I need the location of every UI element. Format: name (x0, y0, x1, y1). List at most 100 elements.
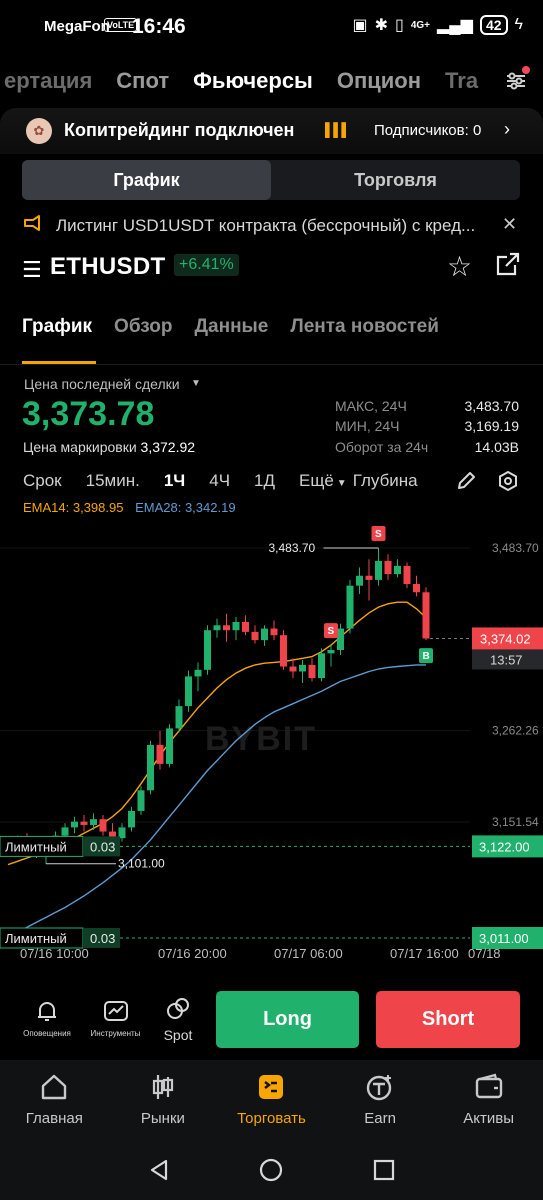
depth-toggle[interactable]: Глубина (352, 471, 418, 490)
nav-earn-label: Earn (364, 1110, 396, 1127)
tab-spot[interactable]: Спот (116, 68, 170, 93)
candle-body (346, 585, 354, 629)
external-link-icon[interactable] (495, 251, 521, 284)
candle-body (308, 664, 316, 679)
caret-down-icon: ▼ (336, 478, 347, 489)
interval-15m[interactable]: 15мин. (85, 471, 140, 490)
copytrade-icon: ✿ (26, 118, 52, 144)
caret-down-icon[interactable]: ▼ (191, 378, 201, 389)
bars-icon: ▌▌▌ (325, 122, 351, 137)
tab-derivatives[interactable]: ертация (4, 68, 93, 93)
x-tick-label: 07/16 10:00 (20, 946, 89, 961)
candle-body (147, 744, 154, 791)
order-price-tag: 3,122.00 (479, 839, 530, 854)
menu-icon[interactable]: ☰ (22, 257, 42, 282)
nav-markets[interactable]: Рынки (109, 1060, 218, 1140)
interval-4h[interactable]: 4Ч (209, 471, 231, 490)
candle-body (403, 565, 411, 585)
order-price-tag-bg (472, 927, 543, 949)
ema28-line (7, 664, 426, 938)
alerts-label: Оповещения (23, 1029, 71, 1038)
symbol-name[interactable]: ETHUSDT (50, 253, 166, 280)
announcement-bar[interactable]: Листинг USD1USDT контракта (бессрочный) … (0, 208, 543, 244)
status-bar: MegaFon VoLTE 16:46 ▣ ✱ ▯ 4G+ ▂▄▆ 42 ϟ (0, 0, 543, 56)
segment-chart[interactable]: График (22, 160, 271, 200)
candle-body (384, 560, 392, 575)
trade-icon (256, 1072, 286, 1106)
nfc-icon: ▣ (352, 17, 368, 34)
candle-body (213, 625, 221, 631)
last-price-label[interactable]: Цена последней сделки (24, 376, 180, 392)
tab-chart[interactable]: График (22, 316, 93, 337)
interval-term[interactable]: Срок (23, 471, 62, 490)
high-marker-label: 3,483.70 (269, 541, 316, 555)
subscribers-count: Подписчиков: 0 (374, 122, 482, 139)
candle-body (232, 621, 240, 631)
tab-overview[interactable]: Обзор (114, 316, 173, 337)
system-icons: ▣ ✱ ▯ 4G+ ▂▄▆ 42 ϟ (352, 15, 523, 35)
close-icon[interactable]: ✕ (502, 214, 518, 234)
notification-dot (522, 66, 530, 74)
nav-earn[interactable]: Earn (326, 1060, 435, 1140)
settings-hexagon-icon[interactable] (497, 470, 519, 497)
turnover-value: 14.03B (474, 439, 519, 455)
ema-legend: EMA14: 3,398.95 EMA28: 3,342.19 (23, 500, 236, 515)
order-label: Лимитный (5, 839, 67, 854)
candle-body (128, 810, 135, 828)
order-label: Лимитный (5, 931, 67, 946)
tab-data[interactable]: Данные (194, 316, 269, 337)
home-circle-icon[interactable] (259, 1158, 283, 1187)
product-tabs: ертация Спот Фьючерсы Опцион Tra (0, 60, 543, 102)
alerts-button[interactable]: Оповещения (22, 998, 72, 1038)
candle-body (109, 831, 116, 839)
wallet-icon (474, 1072, 504, 1106)
nav-assets-label: Активы (463, 1110, 515, 1127)
nav-assets[interactable]: Активы (434, 1060, 543, 1140)
settings-sliders-icon[interactable] (499, 64, 533, 98)
back-icon[interactable] (147, 1158, 171, 1187)
tab-tradfi[interactable]: Tra (445, 68, 479, 93)
mark-price: 3,372.92 (140, 439, 196, 455)
candle-body (137, 790, 145, 811)
signal-icon: ▂▄▆ (437, 17, 473, 34)
candle-body (194, 669, 202, 677)
interval-more[interactable]: Ещё ▼ (299, 471, 347, 491)
candle-body (61, 827, 69, 836)
spot-button[interactable]: Spot (156, 996, 200, 1043)
earn-icon (365, 1072, 395, 1106)
megaphone-icon (23, 214, 43, 237)
pencil-icon[interactable] (455, 470, 477, 497)
interval-1h[interactable]: 1Ч (163, 471, 186, 490)
recents-icon[interactable] (373, 1159, 395, 1186)
change-badge: +6.41% (174, 254, 239, 276)
interval-1d[interactable]: 1Д (254, 471, 276, 490)
vibrate-icon: ▯ (395, 17, 404, 34)
long-button[interactable]: Long (216, 991, 359, 1048)
tab-futures[interactable]: Фьючерсы (193, 68, 313, 93)
candle-body (71, 821, 78, 828)
order-qty-box (83, 836, 120, 857)
copytrade-banner[interactable]: ✿ Копитрейдинг подключен ▌▌▌ Подписчиков… (0, 108, 543, 154)
order-price-tag-bg (472, 835, 543, 858)
tools-button[interactable]: Инструменты (88, 998, 143, 1038)
clock: 16:46 (132, 15, 186, 38)
buy-signal-marker (419, 648, 433, 664)
chevron-right-icon: › (504, 119, 510, 139)
price-chart[interactable]: 3,483.70 3,262.26 3,151.54 BYBIT 3,483.70 3,1… (0, 518, 543, 980)
short-button[interactable]: Short (376, 991, 520, 1048)
candle-body (156, 744, 164, 764)
nav-home[interactable]: Главная (0, 1060, 109, 1140)
x-tick-label: 07/17 16:00 (390, 946, 459, 961)
order-price-tag: 3,011.00 (479, 931, 529, 946)
signal-label: S (328, 626, 335, 637)
candle-body (327, 650, 335, 654)
tab-news[interactable]: Лента новостей (290, 316, 439, 337)
candle-body (166, 728, 173, 764)
nav-trade[interactable]: Торговать (217, 1060, 326, 1140)
candle-body (422, 592, 430, 639)
content-tabs: График Обзор Данные Лента новостей (22, 316, 439, 338)
segment-trade[interactable]: Торговля (354, 169, 437, 190)
tab-options[interactable]: Опцион (336, 68, 422, 93)
order-qty: 0.03 (90, 931, 115, 946)
star-icon[interactable]: ☆ (447, 251, 473, 282)
